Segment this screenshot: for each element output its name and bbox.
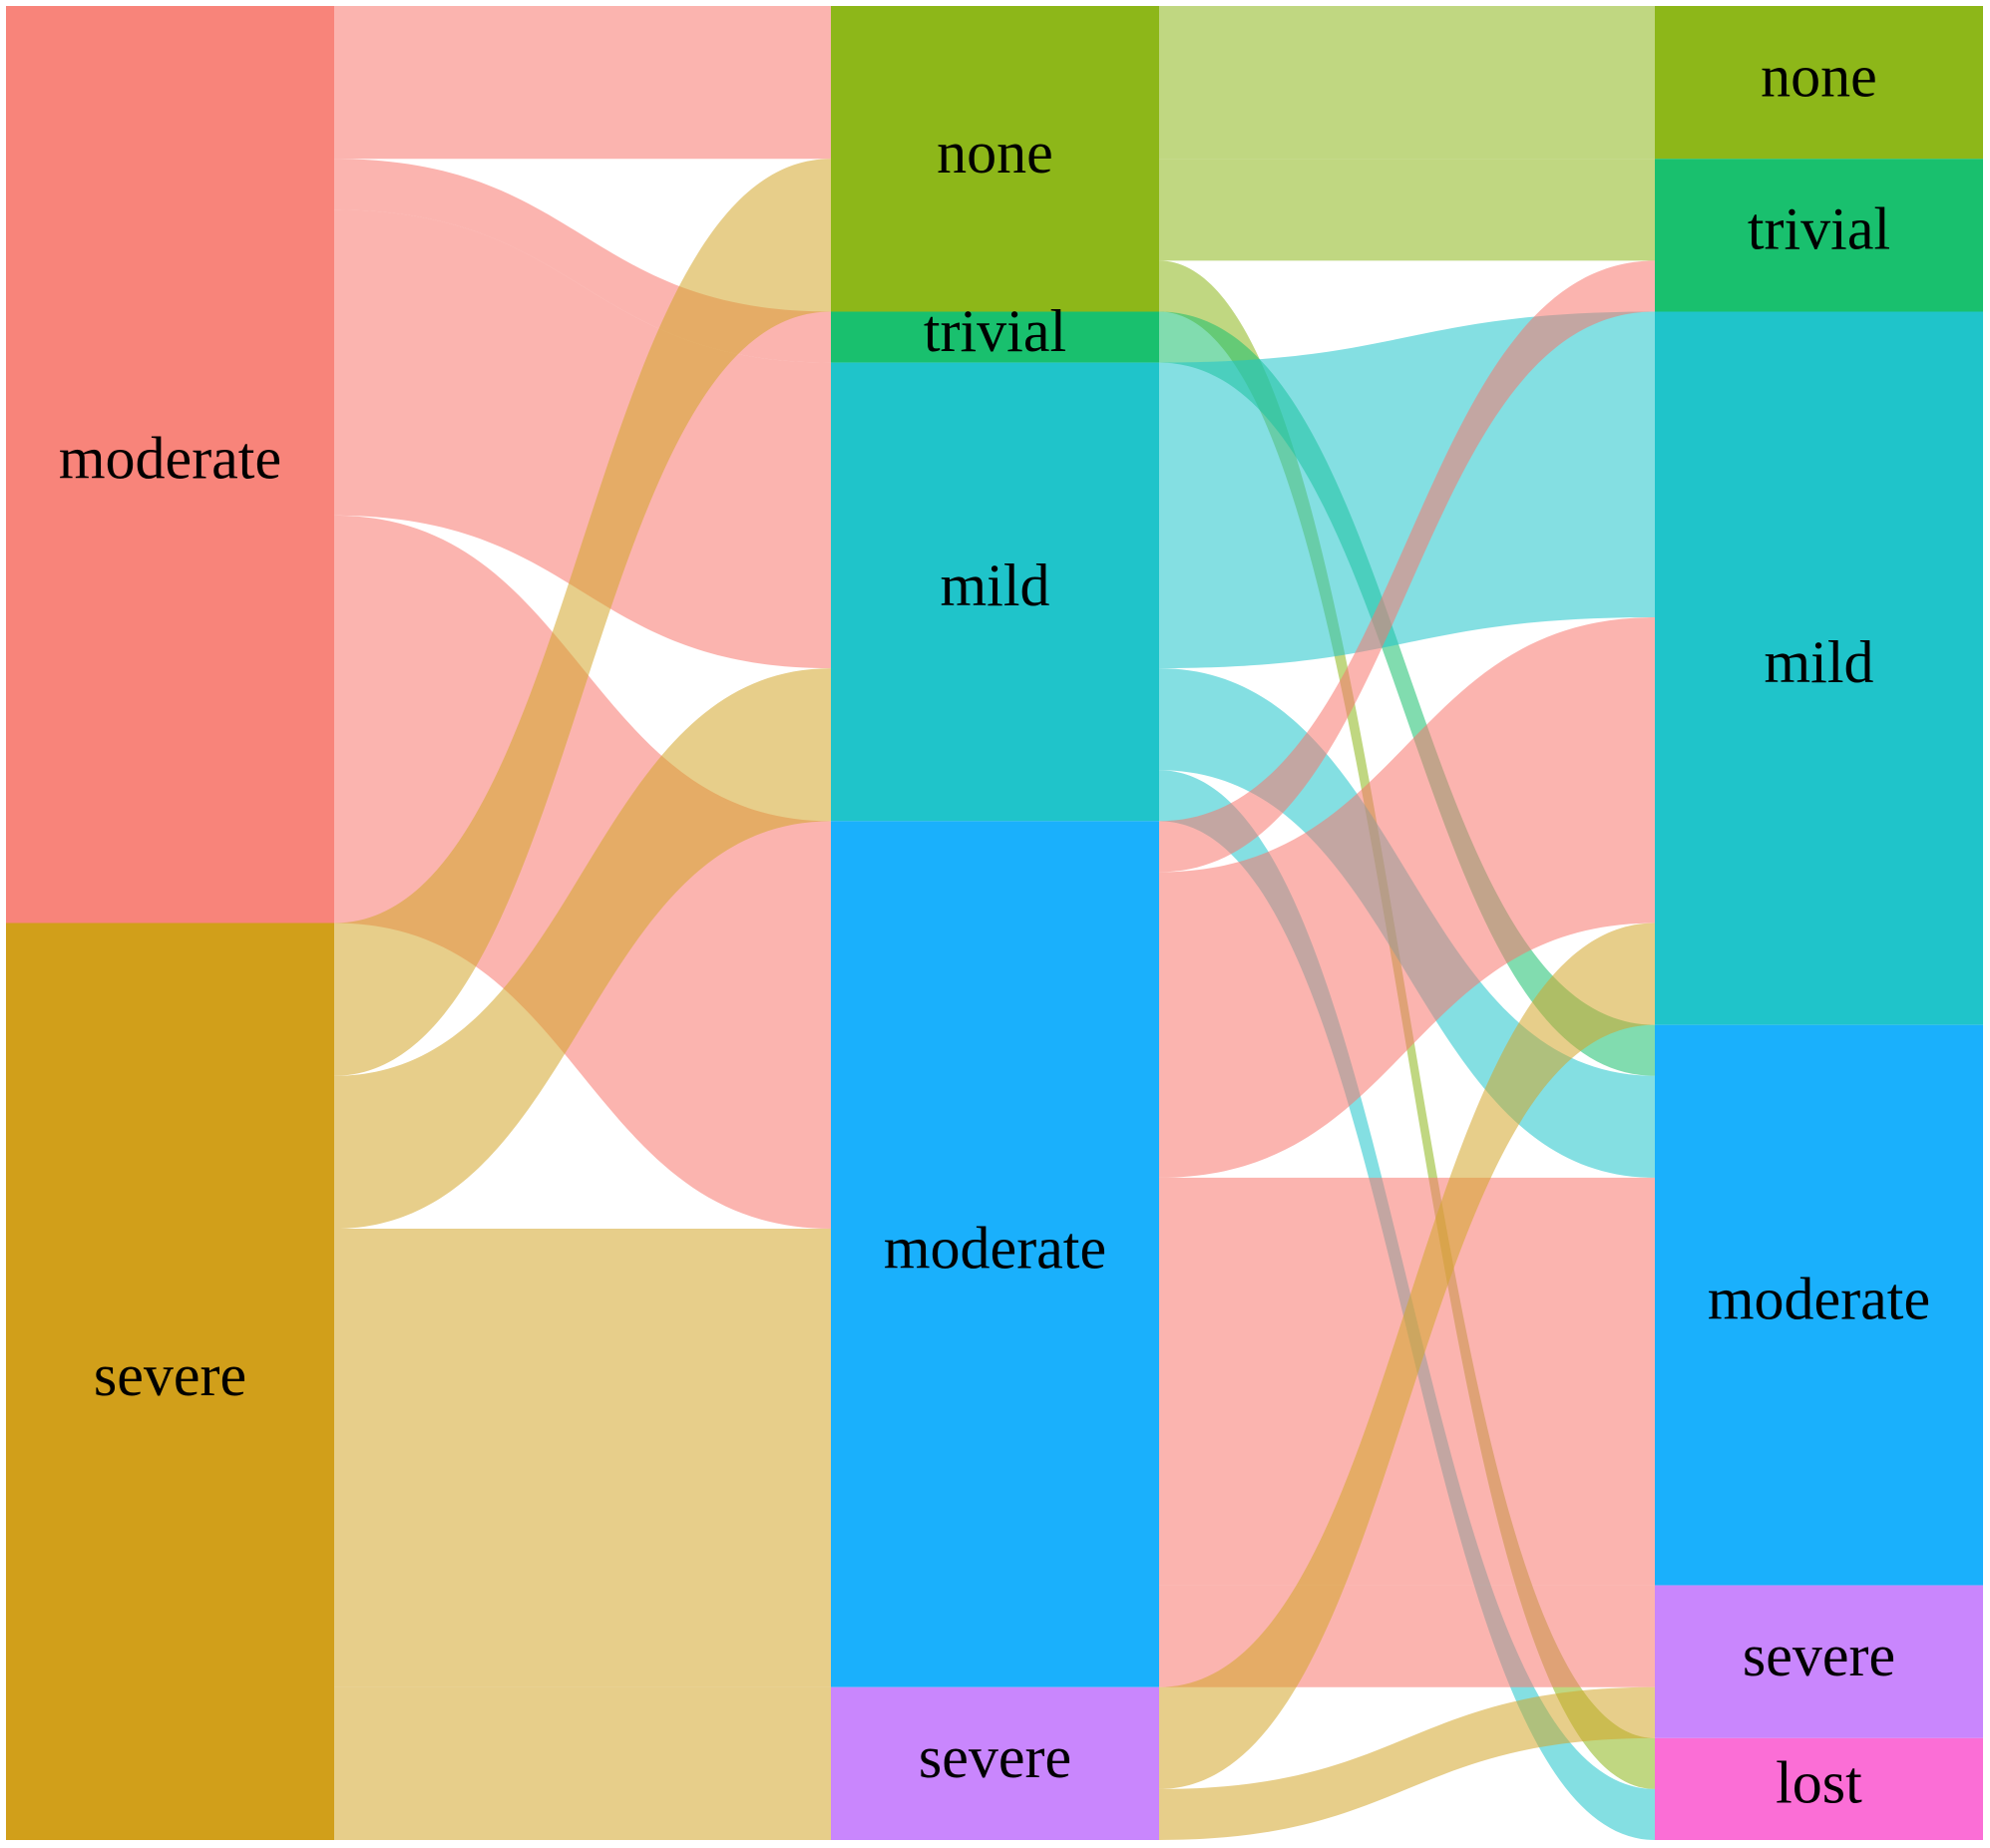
stratum-label: moderate (1708, 1266, 1930, 1331)
stratum (1655, 159, 1983, 312)
flow (334, 1686, 831, 1840)
flow (1159, 311, 1655, 669)
flow (1159, 159, 1655, 261)
flow (334, 209, 831, 669)
stratum-label: trivial (1748, 196, 1890, 262)
stratum (831, 1686, 1159, 1840)
stratum (6, 923, 334, 1840)
stratum-label: trivial (924, 298, 1066, 364)
flow (334, 668, 831, 1229)
stratum-label: mild (940, 553, 1049, 618)
flow (1159, 260, 1655, 873)
stratum-label: moderate (884, 1215, 1106, 1281)
flow (334, 1229, 831, 1687)
stratum-label: moderate (59, 426, 281, 492)
flow (1159, 1686, 1655, 1840)
stratum (831, 6, 1159, 312)
stratum-label: severe (94, 1342, 246, 1408)
stratum (1655, 1737, 1983, 1840)
stratum-label: none (937, 120, 1053, 185)
stratum (1655, 311, 1983, 1025)
stratum (6, 6, 334, 924)
stratum-label: none (1761, 43, 1877, 109)
stratum (831, 311, 1159, 363)
stratum-label: mild (1764, 629, 1873, 695)
flows (334, 6, 1655, 1840)
stratum (1655, 6, 1983, 160)
stratum (831, 362, 1159, 822)
flow (1159, 617, 1655, 1178)
stratum-label: severe (919, 1724, 1071, 1790)
stratum (1655, 1585, 1983, 1738)
stratum (831, 821, 1159, 1687)
flow (334, 515, 831, 1229)
flow (1159, 6, 1655, 160)
flow (334, 159, 831, 1076)
stratum-label: lost (1776, 1750, 1862, 1816)
flow (1159, 311, 1655, 1076)
stratum (1655, 1024, 1983, 1586)
stratum-label: severe (1743, 1623, 1895, 1688)
flow (334, 6, 831, 160)
flow (1159, 923, 1655, 1789)
